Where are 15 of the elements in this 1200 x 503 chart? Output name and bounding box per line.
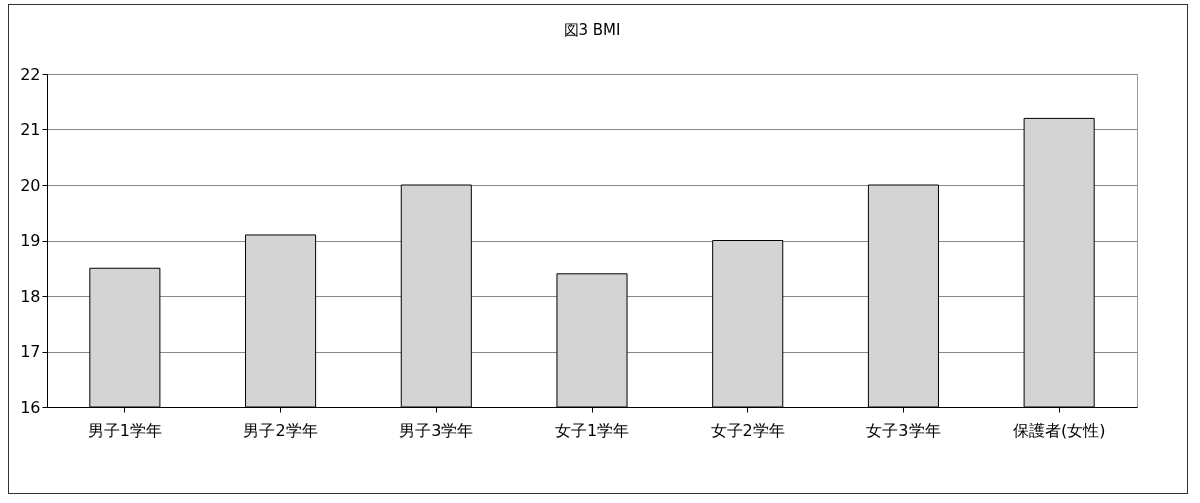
x-tick-label: 男子1学年 [87, 420, 162, 440]
x-tick-label: 女子3学年 [866, 420, 941, 440]
y-tick-label: 18 [20, 286, 41, 306]
x-tick-label: 女子1学年 [554, 420, 630, 440]
x-tick-label: 女子2学年 [710, 420, 785, 440]
x-tick-label: 男子3学年 [399, 420, 474, 440]
x-tick-label: 保護者(女性) [1012, 420, 1106, 440]
y-tick-label: 21 [20, 120, 41, 139]
y-tick-label: 16 [20, 397, 41, 417]
chart-title: 図3 BMI [563, 21, 621, 39]
y-tick-label: 19 [20, 231, 41, 250]
x-tick-label: 男子2学年 [243, 420, 318, 440]
y-tick-label: 22 [20, 64, 41, 84]
y-tick-label: 20 [20, 175, 41, 195]
y-tick-label: 17 [20, 342, 41, 361]
